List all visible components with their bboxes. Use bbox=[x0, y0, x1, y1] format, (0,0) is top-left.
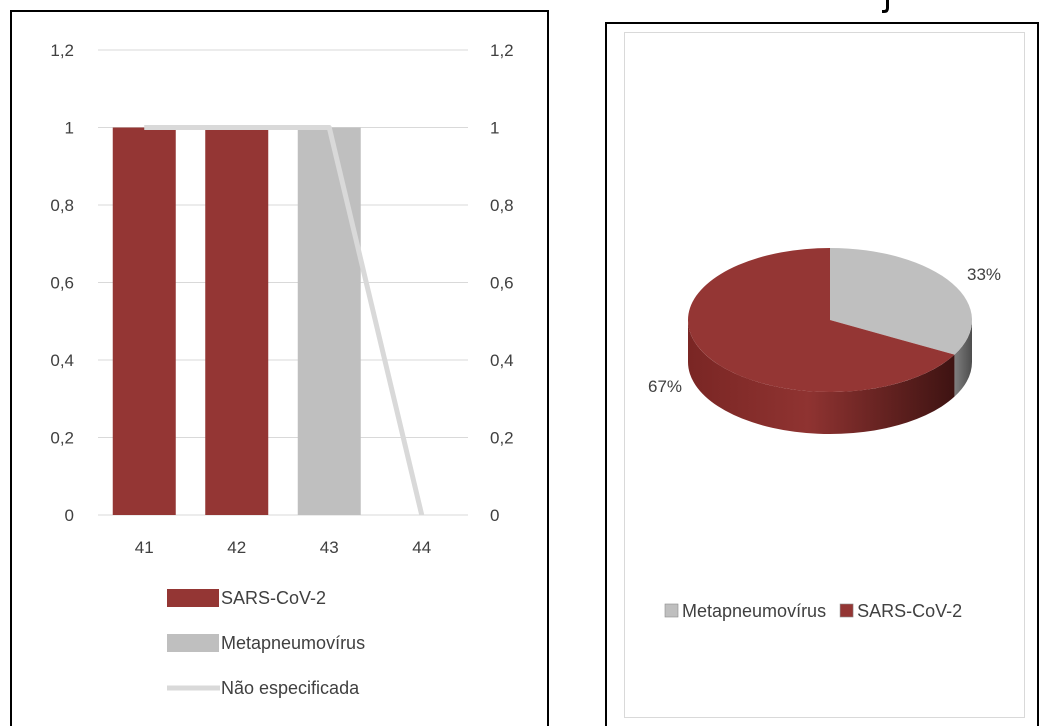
legend-label: Não especificada bbox=[221, 678, 360, 698]
x-tick-label: 41 bbox=[135, 538, 154, 557]
bar-sars-cov-2 bbox=[205, 127, 269, 515]
y2-tick-label: 0 bbox=[490, 506, 499, 525]
y-tick-label: 1 bbox=[65, 119, 74, 138]
legend-label: Metapneumovírus bbox=[221, 633, 365, 653]
y2-tick-label: 0,2 bbox=[490, 429, 514, 448]
y-tick-label: 0,4 bbox=[50, 351, 74, 370]
legend-swatch bbox=[167, 634, 219, 652]
y-tick-label: 0 bbox=[65, 506, 74, 525]
line-series-nao-especificada bbox=[144, 125, 425, 516]
y2-tick-label: 0,4 bbox=[490, 351, 514, 370]
y-tick-label: 0,2 bbox=[50, 429, 74, 448]
x-tick-label: 43 bbox=[320, 538, 339, 557]
legend-label: SARS-CoV-2 bbox=[221, 588, 326, 608]
y2-tick-label: 0,8 bbox=[490, 196, 514, 215]
pie-chart-area bbox=[624, 32, 1025, 718]
legend-swatch bbox=[167, 589, 219, 607]
y-tick-label: 0,8 bbox=[50, 196, 74, 215]
x-tick-label: 44 bbox=[412, 538, 431, 557]
bar-chart-frame bbox=[10, 10, 549, 726]
y2-tick-label: 1 bbox=[490, 119, 499, 138]
y-tick-label: 1,2 bbox=[50, 41, 74, 60]
pie-chart-frame bbox=[605, 22, 1039, 726]
y2-tick-label: 0,6 bbox=[490, 274, 514, 293]
y2-tick-label: 1,2 bbox=[490, 41, 514, 60]
y-tick-label: 0,6 bbox=[50, 274, 74, 293]
cropped-text-fragment bbox=[882, 0, 889, 13]
bar-metapneumov-rus bbox=[297, 127, 361, 515]
bar-sars-cov-2 bbox=[112, 127, 176, 515]
x-tick-label: 42 bbox=[227, 538, 246, 557]
